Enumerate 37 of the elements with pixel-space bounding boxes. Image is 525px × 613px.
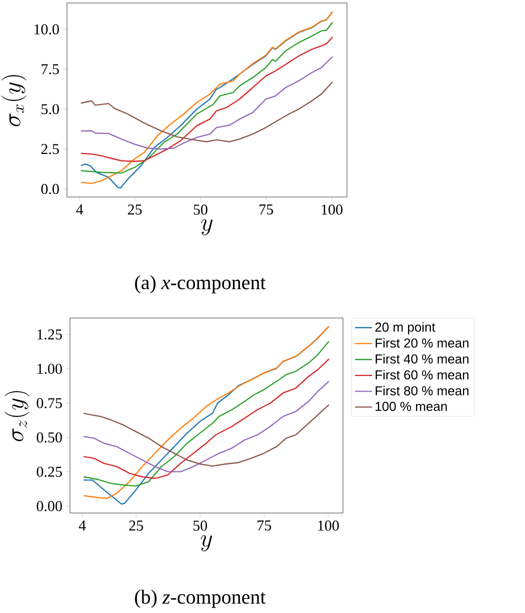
line-series <box>82 340 330 487</box>
x-tick-label: 4 <box>78 520 86 530</box>
y-tick-label: 0.0 <box>41 184 59 194</box>
line-series <box>80 56 334 150</box>
x-tick-label: 25 <box>128 204 142 215</box>
x-tick-label: 100 <box>322 204 342 215</box>
y-axis-title: $\sigma_x(y)$ <box>2 75 26 126</box>
line-series <box>80 81 334 142</box>
legend-label: First 20 % mean <box>376 338 468 348</box>
x-axis-title: $y$ <box>201 219 213 236</box>
text: (a) x-component <box>135 275 266 294</box>
legend-label: First 80 % mean <box>376 386 468 396</box>
y-tick-label: 10.0 <box>34 24 59 34</box>
y-tick-label: 0.25 <box>36 466 62 477</box>
legend-label: First 60 % mean <box>376 370 468 380</box>
x-tick-label: 50 <box>194 204 208 215</box>
x-tick-label: 25 <box>129 520 143 531</box>
y-tick-label: 0.00 <box>36 501 62 512</box>
x-tick-label: 4 <box>76 204 84 214</box>
legend-label: First 40 % mean <box>376 354 468 364</box>
line-series <box>80 36 334 162</box>
y-tick-label: 2.5 <box>41 144 59 154</box>
legend-label: 100 % mean <box>376 402 447 411</box>
y-axis-title: $\sigma_z(y)$ <box>4 391 30 442</box>
y-tick-label: 1.25 <box>38 329 62 340</box>
text: (b) z-component <box>135 590 266 608</box>
y-tick-label: 7.5 <box>42 64 59 74</box>
y-tick-label: 5.0 <box>42 104 59 114</box>
x-axis-title: $y$ <box>200 535 212 552</box>
x-tick-label: 75 <box>260 204 274 214</box>
x-tick-label: 75 <box>258 520 272 530</box>
legend-label: 20 m point <box>375 322 436 334</box>
x-tick-label: 50 <box>193 520 208 531</box>
x-tick-label: 100 <box>318 520 339 531</box>
y-tick-label: 0.50 <box>36 432 62 443</box>
y-tick-label: 1.00 <box>38 364 62 374</box>
y-tick-label: 0.75 <box>36 398 62 408</box>
